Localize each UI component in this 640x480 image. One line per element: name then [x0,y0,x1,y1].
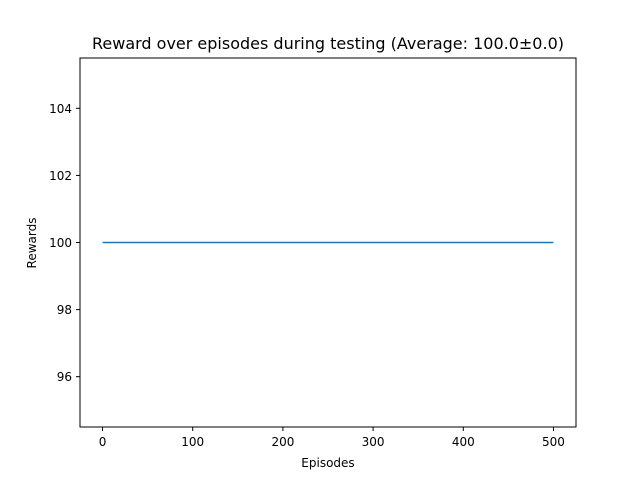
x-tick-label: 200 [271,435,294,449]
y-tick-label: 102 [49,169,72,183]
x-axis-ticks: 0 100 200 300 400 500 [99,427,565,449]
x-axis-label: Episodes [301,456,354,470]
y-tick-label: 100 [49,236,72,250]
x-tick-label: 0 [99,435,107,449]
y-axis-label: Rewards [25,218,39,269]
x-tick-label: 500 [542,435,565,449]
y-tick-label: 96 [57,370,72,384]
chart-title: Reward over episodes during testing (Ave… [92,34,564,53]
x-tick-label: 300 [362,435,385,449]
y-tick-label: 98 [57,303,72,317]
y-axis-ticks: 96 98 100 102 104 [49,102,80,384]
x-tick-label: 400 [452,435,475,449]
y-tick-label: 104 [49,102,72,116]
x-tick-label: 100 [181,435,204,449]
